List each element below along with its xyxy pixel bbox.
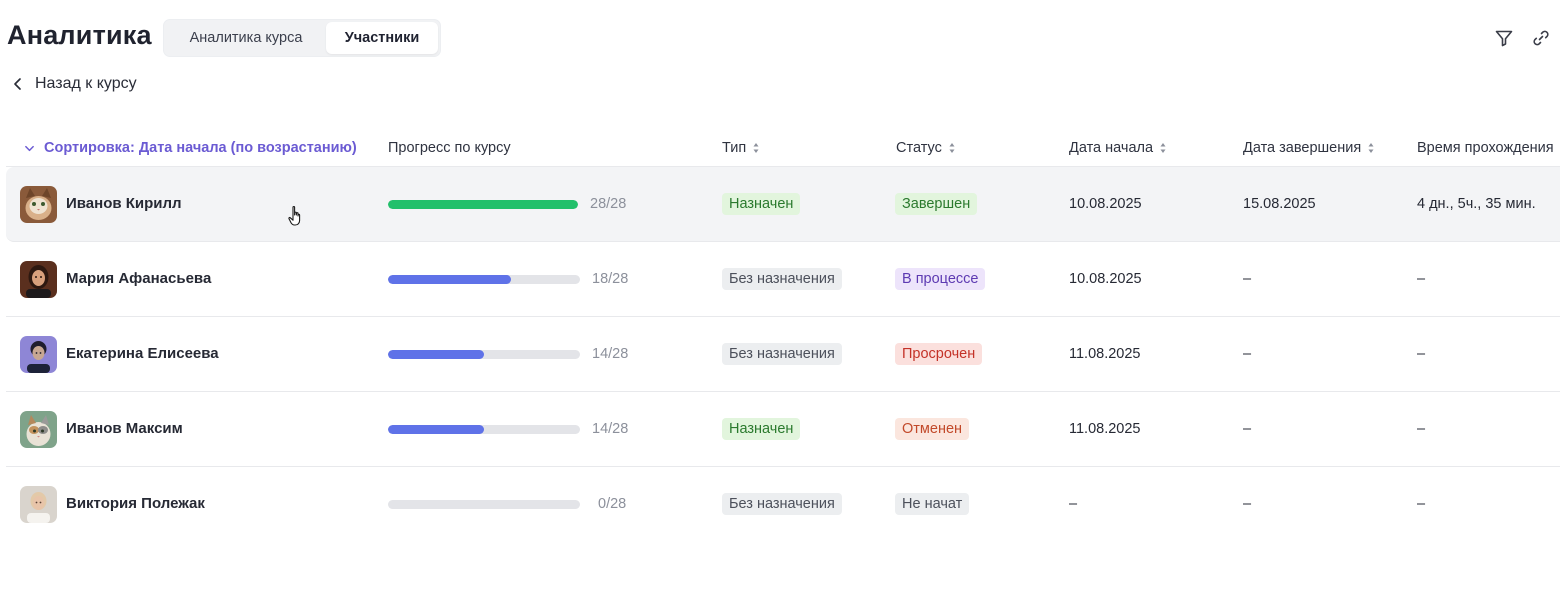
progress-count: 18/28: [592, 271, 629, 287]
column-start-date-label: Дата начала: [1069, 140, 1154, 156]
sort-arrows-icon: [949, 143, 955, 153]
sort-label: Сортировка: Дата начала (по возрастанию): [44, 140, 357, 156]
hand-cursor-icon: [288, 205, 301, 226]
type-badge: Без назначения: [722, 493, 842, 515]
table-row[interactable]: Виктория Полежак 0/28 Без назначения Не …: [6, 467, 1560, 542]
type-badge: Без назначения: [722, 343, 842, 365]
column-type[interactable]: Тип: [722, 134, 760, 162]
progress-fill: [388, 350, 484, 359]
end-date: –: [1243, 346, 1252, 362]
column-end-date[interactable]: Дата завершения: [1243, 134, 1375, 162]
progress-count: 14/28: [592, 421, 629, 437]
table-row[interactable]: Екатерина Елисеева 14/28 Без назначения …: [6, 317, 1560, 392]
table-row[interactable]: Иванов Кирилл 28/28 Назначен Завершен 10…: [6, 167, 1560, 242]
end-date: –: [1243, 271, 1252, 287]
duration: 4 дн., 5ч., 35 мин.: [1417, 196, 1536, 212]
avatar: [20, 336, 57, 373]
participant-name[interactable]: Виктория Полежак: [66, 495, 205, 512]
duration: –: [1417, 496, 1426, 512]
progress-fill: [388, 425, 484, 434]
avatar: [20, 261, 57, 298]
participant-name[interactable]: Иванов Кирилл: [66, 195, 182, 212]
back-to-course-link[interactable]: Назад к курсу: [10, 75, 137, 93]
duration: –: [1417, 346, 1426, 362]
progress-fill: [388, 200, 578, 209]
status-badge: Завершен: [895, 193, 978, 215]
column-type-label: Тип: [722, 140, 747, 156]
status-badge: Отменен: [895, 418, 970, 440]
sort-arrows-icon: [1160, 143, 1166, 153]
sort-selector[interactable]: Сортировка: Дата начала (по возрастанию): [24, 134, 357, 162]
column-duration[interactable]: Время прохождения: [1417, 134, 1554, 162]
column-status-label: Статус: [896, 140, 942, 156]
chevron-down-icon: [25, 145, 34, 151]
avatar: [20, 411, 57, 448]
tab-participants[interactable]: Участники: [326, 22, 438, 54]
start-date: 11.08.2025: [1069, 421, 1141, 437]
progress-count: 0/28: [598, 496, 627, 512]
column-end-date-label: Дата завершения: [1243, 140, 1362, 156]
column-status[interactable]: Статус: [896, 134, 956, 162]
participant-name[interactable]: Екатерина Елисеева: [66, 345, 219, 362]
back-link-label: Назад к курсу: [35, 75, 137, 92]
table-row[interactable]: Мария Афанасьева 18/28 Без назначения В …: [6, 242, 1560, 317]
sort-arrows-icon: [753, 143, 759, 153]
tab-bar: Аналитика курса Участники: [163, 19, 441, 57]
end-date: –: [1243, 421, 1252, 437]
type-badge: Назначен: [722, 418, 801, 440]
participant-name[interactable]: Иванов Максим: [66, 420, 183, 437]
column-progress-label: Прогресс по курсу: [388, 140, 511, 156]
type-badge: Без назначения: [722, 268, 842, 290]
table-header: Сортировка: Дата начала (по возрастанию)…: [0, 134, 1560, 166]
column-progress: Прогресс по курсу: [388, 134, 511, 162]
progress-bar: [388, 200, 578, 209]
status-badge: Просрочен: [895, 343, 983, 365]
end-date: –: [1243, 496, 1252, 512]
chevron-left-icon: [14, 78, 21, 90]
column-duration-label: Время прохождения: [1417, 140, 1554, 156]
duration: –: [1417, 421, 1426, 437]
start-date: 10.08.2025: [1069, 271, 1142, 287]
end-date: 15.08.2025: [1243, 196, 1316, 212]
tab-course-analytics[interactable]: Аналитика курса: [189, 30, 303, 46]
start-date: –: [1069, 496, 1078, 512]
participant-name[interactable]: Мария Афанасьева: [66, 270, 212, 287]
table-row[interactable]: Иванов Максим 14/28 Назначен Отменен 11.…: [6, 392, 1560, 467]
avatar: [20, 486, 57, 523]
status-badge: В процессе: [895, 268, 986, 290]
column-start-date[interactable]: Дата начала: [1069, 134, 1167, 162]
type-badge: Назначен: [722, 193, 801, 215]
progress-bar: [388, 425, 580, 434]
duration: –: [1417, 271, 1426, 287]
header-divider: [6, 166, 1560, 167]
progress-count: 14/28: [592, 346, 629, 362]
link-icon[interactable]: [1530, 27, 1552, 49]
avatar: [20, 186, 57, 223]
progress-bar: [388, 500, 580, 509]
participants-table: Иванов Кирилл 28/28 Назначен Завершен 10…: [6, 167, 1560, 542]
sort-arrows-icon: [1368, 143, 1374, 153]
filter-icon[interactable]: [1493, 27, 1515, 49]
progress-count: 28/28: [590, 196, 627, 212]
progress-fill: [388, 275, 512, 284]
progress-bar: [388, 275, 580, 284]
page-title: Аналитика: [7, 20, 152, 50]
progress-bar: [388, 350, 580, 359]
status-badge: Не начат: [895, 493, 970, 515]
start-date: 11.08.2025: [1069, 346, 1141, 362]
start-date: 10.08.2025: [1069, 196, 1142, 212]
